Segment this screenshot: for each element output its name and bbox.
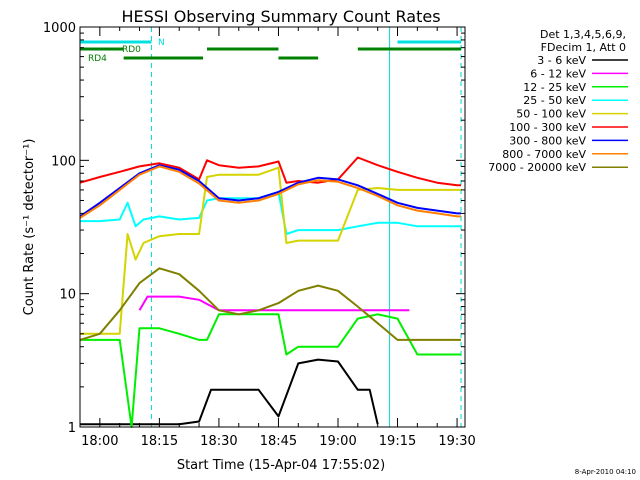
- legend-entry-8: 7000 - 20000 keV: [488, 161, 586, 174]
- legend-entry-6: 300 - 800 keV: [509, 134, 586, 147]
- y-tick-label-2: 100: [51, 154, 76, 169]
- x-tick-label-1: 18:15: [141, 434, 178, 449]
- series-line-0: [80, 358, 379, 426]
- x-tick-label-4: 19:00: [319, 434, 356, 449]
- series-line-3: [80, 190, 461, 235]
- flag-label-n: N: [158, 38, 165, 48]
- x-axis: 18:00 18:15 18:30 18:45 19:00 19:15 19:30: [79, 27, 476, 449]
- x-tick-label-6: 19:30: [438, 434, 475, 449]
- flag-label-rd0: RD0: [122, 45, 141, 55]
- flag-label-rd4: RD4: [88, 54, 107, 64]
- legend-entry-1: 6 - 12 keV: [530, 67, 586, 80]
- x-axis-label: Start Time (15-Apr-04 17:55:02): [177, 458, 385, 473]
- series-line-5: [79, 156, 461, 187]
- legend-header-line-2: FDecim 1, Att 0: [541, 41, 626, 54]
- series-line-4: [80, 166, 461, 335]
- y-tick-label-0: 1: [68, 421, 76, 436]
- legend-entry-0: 3 - 6 keV: [537, 54, 586, 67]
- y-axis: 1 10 100 1000: [43, 21, 465, 436]
- series-line-6: [79, 164, 461, 218]
- legend: Det 1,3,4,5,6,9, FDecim 1, Att 0 3 - 6 k…: [488, 28, 628, 174]
- legend-entry-4: 50 - 100 keV: [516, 108, 586, 121]
- legend-entry-7: 800 - 7000 keV: [502, 148, 586, 161]
- legend-entry-2: 12 - 25 keV: [523, 81, 586, 94]
- legend-header-line-1: Det 1,3,4,5,6,9,: [540, 28, 626, 41]
- x-tick-label-5: 19:15: [379, 434, 416, 449]
- series-line-8: [79, 267, 461, 341]
- plot-area: N RD0 RD4: [79, 27, 462, 428]
- series-line-1: [138, 295, 410, 312]
- chart-title: HESSI Observing Summary Count Rates: [121, 7, 440, 26]
- y-tick-label-1: 10: [59, 288, 76, 303]
- legend-entry-3: 25 - 50 keV: [523, 94, 586, 107]
- plot-frame: [79, 26, 466, 428]
- y-tick-label-3: 1000: [43, 21, 76, 36]
- x-tick-label-2: 18:30: [200, 434, 237, 449]
- x-tick-label-0: 18:00: [81, 434, 118, 449]
- series-line-2: [80, 313, 461, 428]
- x-tick-label-3: 18:45: [260, 434, 297, 449]
- timestamp: 8-Apr-2010 04:10: [575, 468, 636, 476]
- series-line-7: [79, 165, 461, 219]
- y-axis-label: Count Rate (s⁻¹ detector⁻¹): [22, 139, 37, 316]
- legend-entry-5: 100 - 300 keV: [509, 121, 586, 134]
